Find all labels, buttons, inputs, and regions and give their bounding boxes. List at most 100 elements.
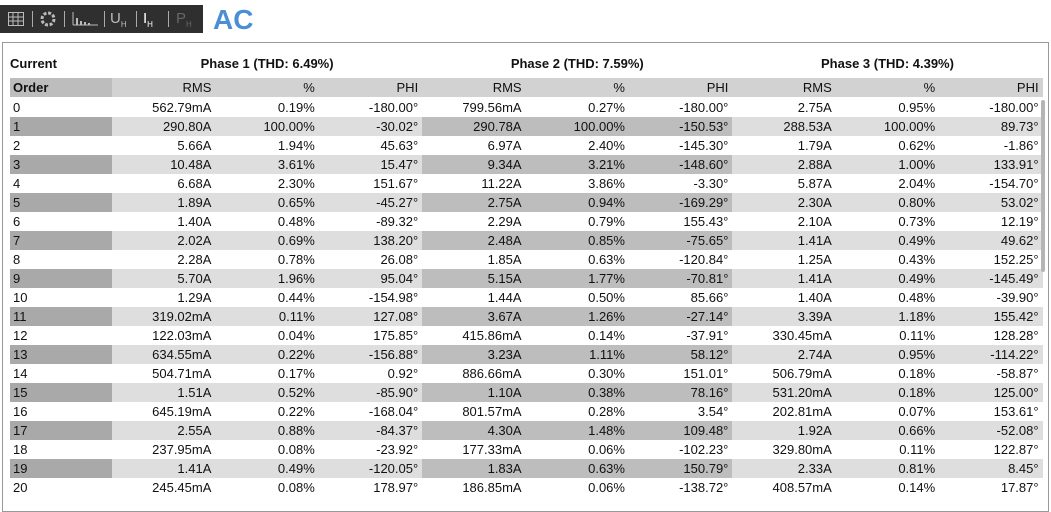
- value-cell: 2.30%: [277, 176, 315, 191]
- value-cell: 1.89A: [112, 193, 216, 212]
- value-cell: 408.57mA: [772, 480, 832, 495]
- column-header: RMS: [422, 78, 526, 97]
- value-cell: 151.67°: [373, 176, 419, 191]
- value-cell: 1.96%: [215, 269, 319, 288]
- value-cell: 1.48%: [525, 421, 629, 440]
- value-cell: 0.65%: [215, 193, 319, 212]
- table-icon[interactable]: [8, 12, 24, 26]
- column-header: RMS: [732, 78, 836, 97]
- value-cell: 562.79mA: [152, 100, 212, 115]
- order-cell: 13: [10, 345, 112, 364]
- value-cell: 150.79°: [629, 459, 733, 478]
- value-cell: 1.92A: [732, 421, 836, 440]
- value-cell: 125.00°: [939, 383, 1043, 402]
- column-header: PHI: [318, 78, 423, 97]
- value-cell: 0.14%: [588, 328, 625, 343]
- value-cell: 1.40A: [797, 290, 832, 305]
- value-cell: 95.04°: [318, 269, 423, 288]
- value-cell: 1.77%: [525, 269, 629, 288]
- value-cell: 0.44%: [277, 290, 315, 305]
- value-cell: 3.54°: [697, 404, 729, 419]
- value-cell: 2.88A: [732, 155, 836, 174]
- value-cell: 122.87°: [993, 442, 1039, 457]
- harmonic-current-button[interactable]: IH: [143, 8, 153, 30]
- value-cell: -84.37°: [318, 421, 423, 440]
- value-cell: 0.22%: [215, 345, 319, 364]
- order-cell: 11: [10, 307, 112, 326]
- value-cell: 0.52%: [215, 383, 319, 402]
- value-cell: 109.48°: [629, 421, 733, 440]
- value-cell: 5.87A: [797, 176, 832, 191]
- value-cell: 0.49%: [215, 459, 319, 478]
- settings-icon[interactable]: [40, 11, 56, 27]
- value-cell: 245.45mA: [152, 480, 212, 495]
- value-cell: 2.28A: [177, 252, 212, 267]
- value-cell: -70.81°: [629, 269, 733, 288]
- order-cell: 0: [13, 100, 21, 115]
- value-cell: 11.22A: [481, 176, 522, 191]
- chart-icon[interactable]: [72, 12, 98, 26]
- value-cell: -39.90°: [996, 290, 1039, 305]
- order-cell: 4: [13, 176, 21, 191]
- corner-label: Current: [10, 56, 57, 71]
- button-label: U: [110, 10, 121, 27]
- value-cell: 0.18%: [835, 383, 940, 402]
- scrollbar[interactable]: [1041, 100, 1045, 272]
- value-cell: 1.11%: [525, 345, 629, 364]
- value-cell: -154.70°: [989, 176, 1039, 191]
- value-cell: 290.78A: [422, 117, 526, 136]
- value-cell: 0.07%: [898, 404, 936, 419]
- value-cell: 10.48A: [112, 155, 216, 174]
- value-cell: 1.29A: [177, 290, 212, 305]
- value-cell: -85.90°: [318, 383, 423, 402]
- order-cell: 18: [13, 442, 28, 457]
- value-cell: 0.63%: [588, 252, 625, 267]
- value-cell: 8.45°: [939, 459, 1043, 478]
- value-cell: 0.69%: [215, 231, 319, 250]
- order-cell: 3: [10, 155, 112, 174]
- value-cell: 0.08%: [277, 442, 315, 457]
- value-cell: 1.83A: [422, 459, 526, 478]
- value-cell: 0.49%: [835, 269, 940, 288]
- value-cell: 2.40%: [588, 138, 625, 153]
- value-cell: -120.05°: [318, 459, 423, 478]
- value-cell: 2.75A: [797, 100, 832, 115]
- value-cell: 2.30A: [732, 193, 836, 212]
- order-cell: 12: [13, 328, 28, 343]
- value-cell: 0.63%: [525, 459, 629, 478]
- value-cell: 0.28%: [588, 404, 625, 419]
- value-cell: 0.06%: [588, 480, 625, 495]
- value-cell: 2.02A: [112, 231, 216, 250]
- value-cell: 4.30A: [422, 421, 526, 440]
- value-cell: 2.33A: [732, 459, 836, 478]
- value-cell: 0.38%: [525, 383, 629, 402]
- value-cell: 3.61%: [215, 155, 319, 174]
- value-cell: 0.92°: [387, 366, 419, 381]
- value-cell: 506.79mA: [772, 366, 832, 381]
- value-cell: -45.27°: [318, 193, 423, 212]
- value-cell: 0.78%: [277, 252, 315, 267]
- value-cell: 0.30%: [588, 366, 625, 381]
- value-cell: 1.18%: [835, 307, 940, 326]
- value-cell: -145.49°: [939, 269, 1043, 288]
- value-cell: 17.87°: [1000, 480, 1039, 495]
- button-sub: H: [147, 20, 153, 29]
- value-cell: 2.29A: [487, 214, 522, 229]
- value-cell: 2.55A: [112, 421, 216, 440]
- value-cell: -120.84°: [679, 252, 729, 267]
- value-cell: 2.74A: [732, 345, 836, 364]
- value-cell: 0.18%: [898, 366, 936, 381]
- value-cell: 2.10A: [797, 214, 832, 229]
- value-cell: -23.92°: [376, 442, 419, 457]
- harmonic-voltage-button[interactable]: UH: [110, 8, 127, 30]
- value-cell: 49.62°: [939, 231, 1043, 250]
- value-cell: 1.10A: [422, 383, 526, 402]
- value-cell: -156.88°: [318, 345, 423, 364]
- value-cell: 151.01°: [683, 366, 729, 381]
- value-cell: 45.63°: [380, 138, 419, 153]
- harmonic-power-button[interactable]: PH: [176, 8, 192, 30]
- order-cell: 19: [10, 459, 112, 478]
- value-cell: 0.66%: [835, 421, 940, 440]
- value-cell: 329.80mA: [772, 442, 832, 457]
- value-cell: 155.42°: [939, 307, 1043, 326]
